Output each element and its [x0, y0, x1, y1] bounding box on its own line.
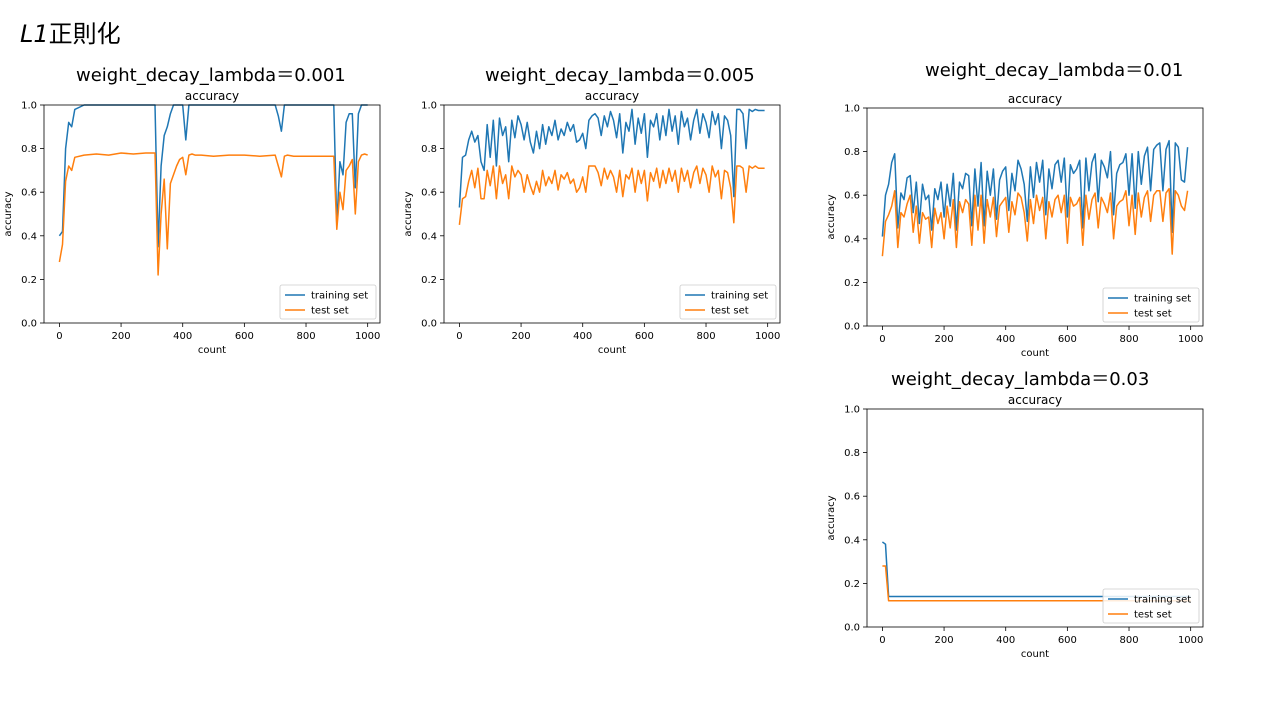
plot-frame	[866, 408, 1204, 628]
x-tick-label: 800	[1119, 635, 1138, 646]
x-axis-label: count	[1021, 348, 1049, 359]
x-tick-label: 800	[296, 331, 315, 342]
legend-entry: test set	[1134, 610, 1172, 621]
x-tick-label: 800	[1119, 334, 1138, 345]
chart-1: accuracy 0 200 400 600 800 1000 0.0 0.2 0.4 0.6 0.8…	[3, 89, 381, 356]
panel-heading-4: weight_decay_lambda＝0.03	[891, 369, 1150, 390]
legend-entry: test set	[1134, 309, 1172, 320]
x-tick-label: 800	[696, 331, 715, 342]
plot-frame	[443, 104, 781, 324]
x-tick-label: 1000	[355, 331, 380, 342]
y-tick-label: 0.6	[421, 188, 437, 199]
panel-heading-2: weight_decay_lambda＝0.005	[485, 65, 755, 86]
series-line-test	[58, 152, 368, 276]
y-tick-label: 0.8	[21, 144, 37, 155]
page-title-suffix: 正則化	[48, 20, 121, 48]
y-axis-label: accuracy	[826, 495, 837, 540]
y-tick-label: 0.4	[844, 535, 860, 546]
page-title-prefix: L1	[20, 20, 49, 48]
x-tick-label: 600	[635, 331, 654, 342]
x-axis-label: count	[198, 345, 226, 356]
y-tick-label: 0.8	[844, 448, 860, 459]
x-tick-label: 400	[996, 635, 1015, 646]
x-tick-label: 1000	[1178, 334, 1203, 345]
legend: training set test set	[1102, 588, 1200, 624]
y-tick-label: 0.4	[21, 231, 37, 242]
y-tick-label: 0.0	[421, 319, 437, 330]
y-tick-label: 0.4	[421, 231, 437, 242]
series-line-training	[58, 104, 368, 248]
y-tick-label: 0.4	[844, 234, 860, 245]
series-line-training	[881, 139, 1189, 237]
x-axis-label: count	[598, 345, 626, 356]
chart-title: accuracy	[1008, 393, 1062, 407]
chart-3: accuracy 0 200 400 600 800 1000 0.0 0.2 0.4 0.6 0.8…	[826, 92, 1204, 359]
y-tick-label: 0.2	[844, 278, 860, 289]
x-tick-label: 200	[935, 334, 954, 345]
legend-entry: test set	[711, 306, 749, 317]
x-tick-label: 1000	[1178, 635, 1203, 646]
y-tick-label: 0.0	[21, 319, 37, 330]
y-tick-label: 0.8	[844, 147, 860, 158]
legend-entry: training set	[1134, 294, 1191, 305]
x-tick-label: 200	[935, 635, 954, 646]
y-tick-label: 0.2	[21, 275, 37, 286]
series-line-training	[881, 541, 1191, 598]
y-tick-label: 1.0	[844, 104, 860, 115]
legend: training set test set	[679, 284, 777, 320]
x-axis-label: count	[1021, 649, 1049, 660]
x-tick-label: 600	[1058, 635, 1077, 646]
chart-title: accuracy	[585, 89, 639, 103]
y-tick-label: 1.0	[421, 101, 437, 112]
series-line-test	[458, 165, 765, 225]
chart-4: accuracy 0 200 400 600 800 1000 0.0 0.2 0.4 0.6 0.8…	[826, 393, 1204, 660]
chart-2: accuracy 0 200 400 600 800 1000 0.0 0.2 0.4 0.6 0.8…	[403, 89, 781, 356]
legend-entry: test set	[311, 306, 349, 317]
chart-title: accuracy	[1008, 92, 1062, 106]
legend: training set test set	[279, 284, 377, 320]
legend-entry: training set	[311, 291, 368, 302]
x-tick-label: 200	[512, 331, 531, 342]
page-title: L1正則化	[20, 14, 121, 49]
x-tick-label: 600	[235, 331, 254, 342]
y-tick-label: 1.0	[844, 405, 860, 416]
plot-frame	[43, 104, 381, 324]
x-tick-label: 0	[56, 331, 62, 342]
x-tick-label: 1000	[755, 331, 780, 342]
x-tick-label: 0	[879, 334, 885, 345]
y-tick-label: 0.0	[844, 322, 860, 333]
x-tick-label: 200	[112, 331, 131, 342]
x-tick-label: 400	[573, 331, 592, 342]
x-tick-label: 600	[1058, 334, 1077, 345]
y-axis-label: accuracy	[403, 191, 414, 236]
y-axis-label: accuracy	[826, 194, 837, 239]
y-tick-label: 0.2	[844, 579, 860, 590]
legend-entry: training set	[711, 291, 768, 302]
y-tick-label: 0.6	[21, 188, 37, 199]
y-tick-label: 0.6	[844, 492, 860, 503]
panel-heading-3: weight_decay_lambda＝0.01	[925, 60, 1184, 81]
x-tick-label: 0	[879, 635, 885, 646]
panel-heading-1: weight_decay_lambda＝0.001	[76, 65, 346, 86]
y-tick-label: 0.2	[421, 275, 437, 286]
chart-title: accuracy	[185, 89, 239, 103]
plot-frame	[866, 107, 1204, 327]
y-tick-label: 0.8	[421, 144, 437, 155]
x-tick-label: 400	[173, 331, 192, 342]
x-tick-label: 0	[456, 331, 462, 342]
legend-entry: training set	[1134, 595, 1191, 606]
y-tick-label: 1.0	[21, 101, 37, 112]
x-tick-label: 400	[996, 334, 1015, 345]
y-tick-label: 0.0	[844, 623, 860, 634]
y-tick-label: 0.6	[844, 191, 860, 202]
series-line-training	[458, 108, 765, 208]
y-axis-label: accuracy	[3, 191, 14, 236]
legend: training set test set	[1102, 287, 1200, 323]
series-line-test	[881, 187, 1189, 257]
